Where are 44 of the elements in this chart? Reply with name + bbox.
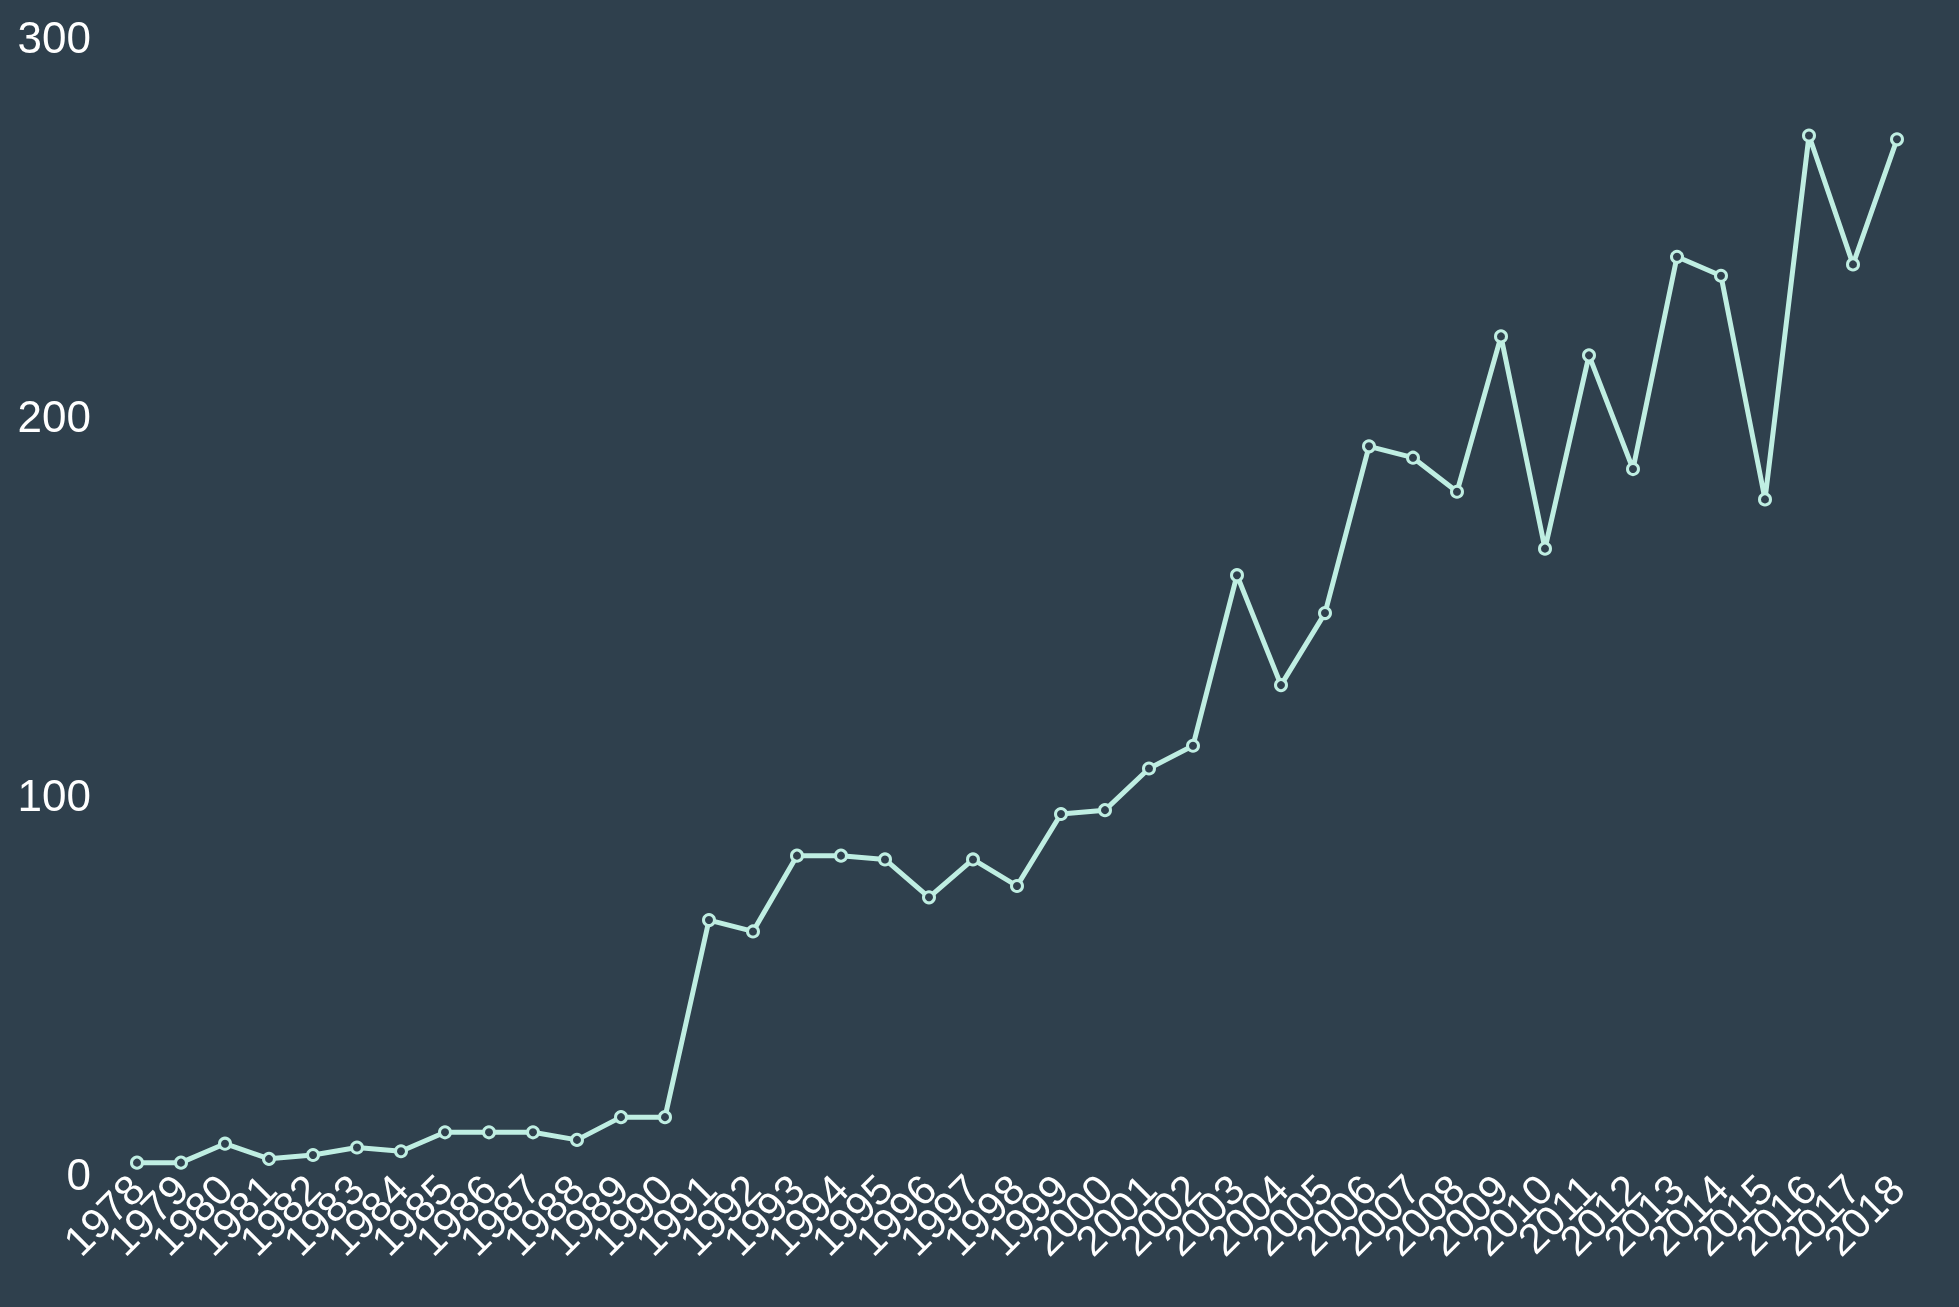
- point: [658, 1110, 672, 1125]
- point: [1494, 329, 1508, 344]
- point: [1802, 128, 1816, 143]
- y-tick-label: 300: [17, 12, 91, 62]
- point: [1186, 738, 1200, 753]
- point: [1010, 878, 1024, 893]
- point: [1714, 268, 1728, 283]
- point: [1582, 348, 1596, 363]
- point: [526, 1125, 540, 1140]
- y-tick-label: 200: [17, 391, 91, 441]
- point: [878, 852, 892, 867]
- point: [1318, 606, 1332, 621]
- point: [1846, 257, 1860, 272]
- point: [1626, 462, 1640, 477]
- point: [746, 924, 760, 939]
- point: [1406, 450, 1420, 465]
- point: [1142, 761, 1156, 776]
- point: [394, 1144, 408, 1159]
- point: [1538, 541, 1552, 556]
- point: [1450, 484, 1464, 499]
- point: [702, 913, 716, 928]
- point: [1758, 492, 1772, 507]
- point: [1230, 568, 1244, 583]
- point: [1890, 132, 1904, 147]
- point: [966, 852, 980, 867]
- point: [1362, 439, 1376, 454]
- point: [174, 1155, 188, 1170]
- point: [1054, 806, 1068, 821]
- point: [1098, 803, 1112, 818]
- point: [570, 1132, 584, 1147]
- point: [438, 1125, 452, 1140]
- point: [482, 1125, 496, 1140]
- point: [350, 1140, 364, 1155]
- y-tick-label: 100: [17, 770, 91, 820]
- point: [1274, 678, 1288, 693]
- point: [790, 848, 804, 863]
- point: [922, 890, 936, 905]
- point: [218, 1136, 232, 1151]
- point: [262, 1151, 276, 1166]
- point: [614, 1110, 628, 1125]
- point: [306, 1148, 320, 1163]
- point: [834, 848, 848, 863]
- point: [130, 1155, 144, 1170]
- point: [1670, 249, 1684, 264]
